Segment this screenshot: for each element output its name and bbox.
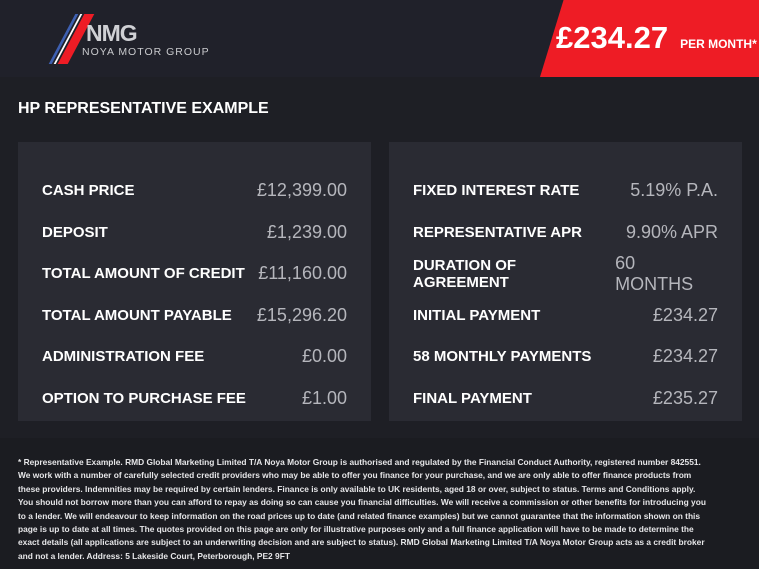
finance-value: £1,239.00 xyxy=(266,221,347,242)
finance-label: ADMINISTRATION FEE xyxy=(42,348,205,366)
finance-row: DEPOSIT £1,239.00 xyxy=(42,212,347,254)
finance-label: OPTION TO PURCHASE FEE xyxy=(42,389,246,407)
finance-label: INITIAL PAYMENT xyxy=(413,306,541,324)
finance-value: £234.27 xyxy=(652,304,718,325)
finance-value: £235.27 xyxy=(652,387,718,408)
finance-row: FIXED INTEREST RATE 5.19% P.A. xyxy=(413,170,718,212)
finance-row: TOTAL AMOUNT OF CREDIT £11,160.00 xyxy=(42,253,347,295)
logo-text: NMG xyxy=(86,20,138,46)
finance-label: DEPOSIT xyxy=(42,223,108,241)
monthly-price: £234.27 PER MONTH* xyxy=(556,20,757,56)
finance-row: REPRESENTATIVE APR 9.90% APR xyxy=(413,212,718,254)
disclaimer-footer: * Representative Example. RMD Global Mar… xyxy=(0,438,759,569)
finance-value: 60 MONTHS xyxy=(615,252,694,294)
finance-value: 9.90% APR xyxy=(625,221,718,242)
noya-motor-group-logo[interactable]: NMG NOYA MOTOR GROUP xyxy=(48,14,228,64)
finance-value: £15,296.20 xyxy=(256,304,347,325)
finance-value: £1.00 xyxy=(301,387,347,408)
disclaimer-text: * Representative Example. RMD Global Mar… xyxy=(18,457,706,561)
finance-label: REPRESENTATIVE APR xyxy=(413,223,582,241)
finance-row: CASH PRICE £12,399.00 xyxy=(42,170,347,212)
finance-row: OPTION TO PURCHASE FEE £1.00 xyxy=(42,378,347,420)
finance-panel-right: FIXED INTEREST RATE 5.19% P.A. REPRESENTAT… xyxy=(389,142,742,421)
logo-subtitle: NOYA MOTOR GROUP xyxy=(82,46,210,58)
finance-label: DURATION OF AGREEMENT xyxy=(413,256,517,291)
finance-row: DURATION OF AGREEMENT 60 MONTHS xyxy=(413,253,718,295)
finance-value: £234.27 xyxy=(652,346,718,367)
finance-label: FIXED INTEREST RATE xyxy=(413,182,580,200)
finance-value: £11,160.00 xyxy=(258,263,347,284)
finance-row: ADMINISTRATION FEE £0.00 xyxy=(42,336,347,378)
finance-row: INITIAL PAYMENT £234.27 xyxy=(413,295,718,337)
finance-row: FINAL PAYMENT £235.27 xyxy=(413,378,718,420)
finance-value: 5.19% P.A. xyxy=(630,180,718,201)
header-bar: NMG NOYA MOTOR GROUP £234.27 PER MONTH* xyxy=(0,0,759,77)
finance-label: TOTAL AMOUNT OF CREDIT xyxy=(42,265,245,283)
monthly-amount: £234.27 xyxy=(556,20,669,55)
finance-value: £12,399.00 xyxy=(256,180,347,201)
finance-label: 58 MONTHLY PAYMENTS xyxy=(413,348,592,366)
finance-row: 58 MONTHLY PAYMENTS £234.27 xyxy=(413,336,718,378)
finance-row: TOTAL AMOUNT PAYABLE £15,296.20 xyxy=(42,295,347,337)
page-title: HP REPRESENTATIVE EXAMPLE xyxy=(18,100,269,117)
finance-label: FINAL PAYMENT xyxy=(413,389,532,407)
finance-label: CASH PRICE xyxy=(42,182,135,200)
per-month-label: PER MONTH* xyxy=(680,37,757,51)
finance-value: £0.00 xyxy=(301,346,347,367)
finance-label: TOTAL AMOUNT PAYABLE xyxy=(42,306,232,324)
finance-panel-left: CASH PRICE £12,399.00 DEPOSIT £1,239.00 TOTA… xyxy=(18,142,371,421)
